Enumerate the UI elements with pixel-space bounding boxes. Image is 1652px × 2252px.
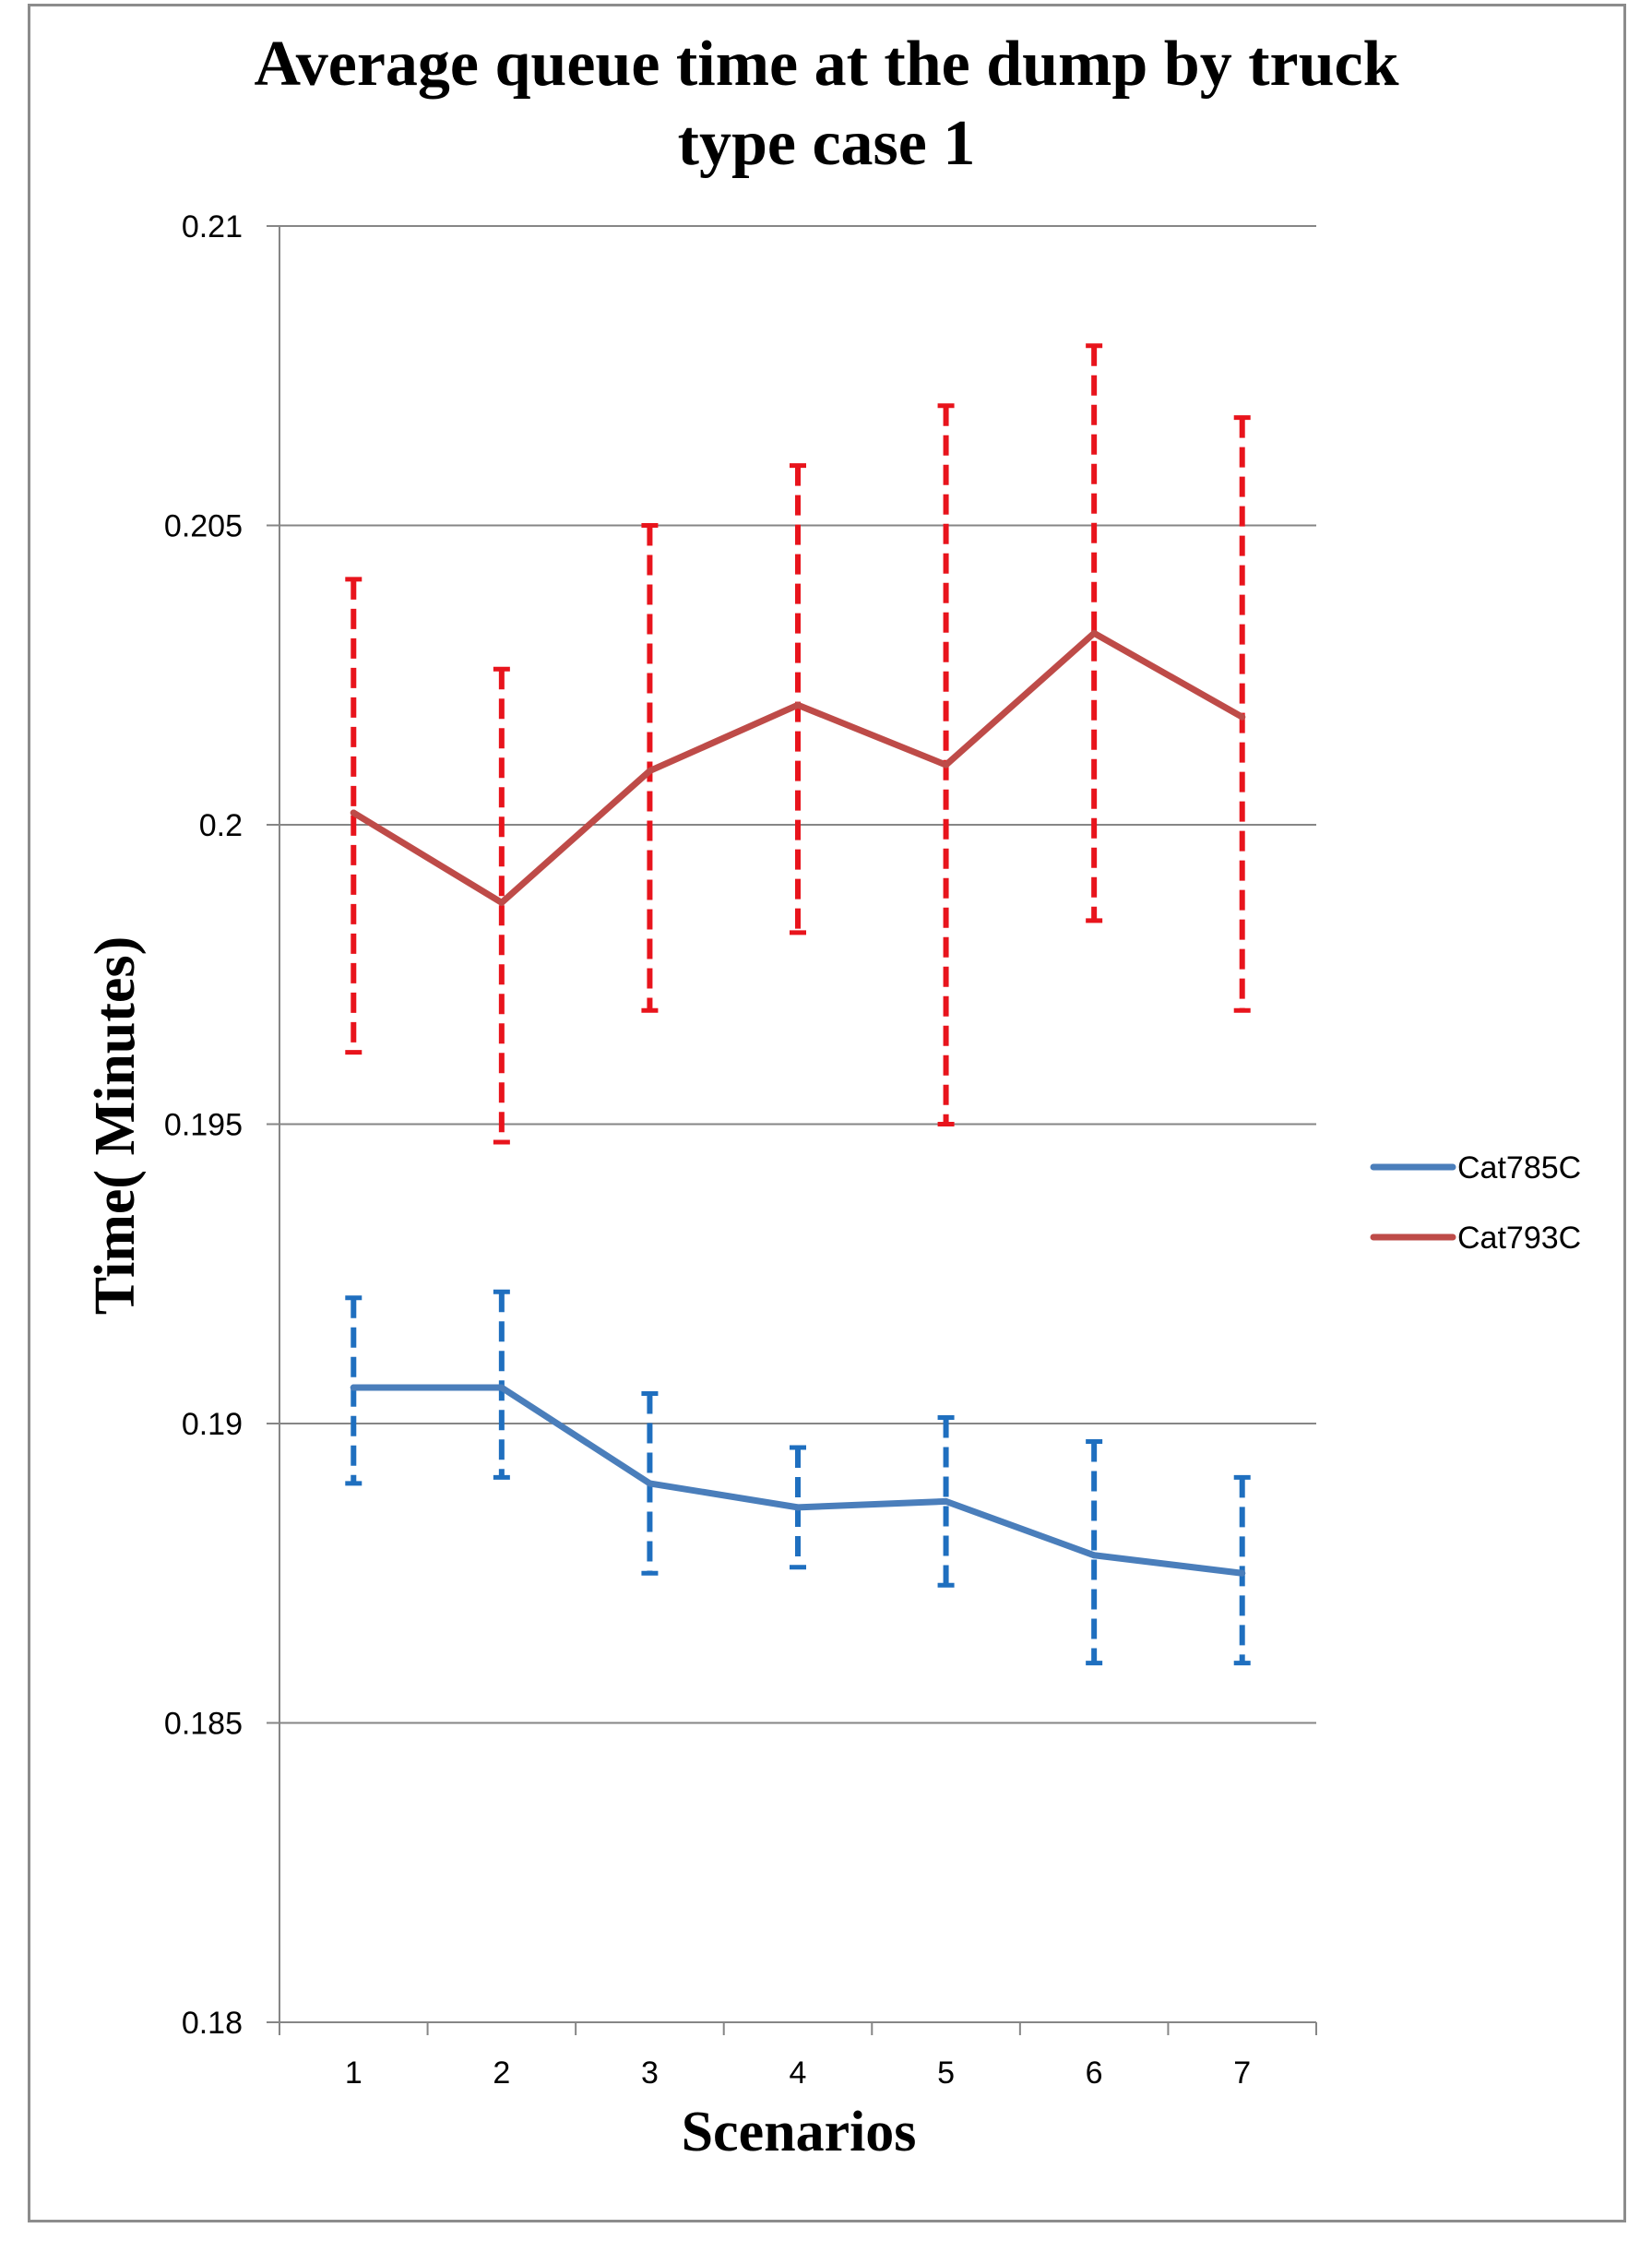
error-bar-cat793c-4 bbox=[790, 463, 806, 935]
y-tick-label: 0.185 bbox=[164, 1707, 243, 1742]
data-point-cat793c-2 bbox=[498, 899, 505, 906]
x-tick-label: 7 bbox=[1233, 2055, 1251, 2091]
x-tick-labels: 1 2 3 4 5 6 7 bbox=[345, 2055, 1251, 2091]
axes bbox=[267, 225, 1317, 2035]
data-point-cat785c-1 bbox=[350, 1384, 357, 1391]
x-tick-label: 2 bbox=[493, 2055, 510, 2091]
data-point-cat785c-6 bbox=[1090, 1552, 1098, 1559]
error-bar-cat785c-5 bbox=[937, 1415, 955, 1588]
data-point-cat785c-5 bbox=[943, 1497, 950, 1505]
chart-title: Average queue time at the dump by truck … bbox=[254, 29, 1398, 179]
data-series bbox=[345, 343, 1251, 1666]
y-tick-label: 0.21 bbox=[182, 209, 243, 244]
data-point-cat793c-7 bbox=[1239, 713, 1246, 721]
series-cat785c bbox=[345, 1289, 1251, 1666]
y-tick-label: 0.205 bbox=[164, 509, 243, 544]
legend-item-cat785c: Cat785C bbox=[1370, 1150, 1581, 1186]
series-cat793c bbox=[345, 343, 1251, 1145]
x-tick-label: 6 bbox=[1086, 2055, 1103, 2091]
y-axis-title: Time( Minutes) bbox=[84, 936, 147, 1315]
x-tick-label: 1 bbox=[345, 2055, 362, 2091]
x-axis-title: Scenarios bbox=[682, 2101, 917, 2163]
gridlines bbox=[279, 225, 1316, 1724]
chart-frame bbox=[28, 4, 1626, 2222]
data-point-cat793c-6 bbox=[1090, 629, 1098, 637]
x-tick-label: 3 bbox=[641, 2055, 659, 2091]
data-point-cat785c-4 bbox=[794, 1504, 802, 1511]
data-point-cat793c-1 bbox=[350, 809, 357, 816]
y-tick-label: 0.19 bbox=[182, 1407, 243, 1442]
y-tick-label: 0.2 bbox=[199, 808, 243, 843]
data-point-cat785c-2 bbox=[498, 1384, 505, 1391]
chart-title-line-1: Average queue time at the dump by truck bbox=[254, 29, 1398, 100]
data-point-cat793c-3 bbox=[646, 768, 653, 775]
error-bar-cat793c-6 bbox=[1086, 343, 1103, 923]
y-tick-label: 0.195 bbox=[164, 1108, 243, 1143]
y-tick-labels: 0.18 0.185 0.19 0.195 0.2 0.205 0.21 bbox=[164, 209, 243, 2041]
error-bar-cat785c-6 bbox=[1086, 1438, 1103, 1666]
legend-label: Cat793C bbox=[1457, 1221, 1581, 1256]
y-tick-label: 0.18 bbox=[182, 2006, 243, 2041]
x-tick-label: 5 bbox=[937, 2055, 955, 2091]
data-point-cat785c-3 bbox=[646, 1480, 653, 1487]
legend-item-cat793c: Cat793C bbox=[1370, 1221, 1581, 1256]
data-point-cat793c-4 bbox=[794, 701, 802, 709]
chart-title-line-2: type case 1 bbox=[678, 108, 976, 179]
data-point-cat793c-5 bbox=[943, 761, 950, 769]
legend-label: Cat785C bbox=[1457, 1150, 1581, 1186]
x-tick-label: 4 bbox=[790, 2055, 807, 2091]
data-point-cat785c-7 bbox=[1239, 1569, 1246, 1577]
legend: Cat785C Cat793C bbox=[1370, 1150, 1581, 1256]
